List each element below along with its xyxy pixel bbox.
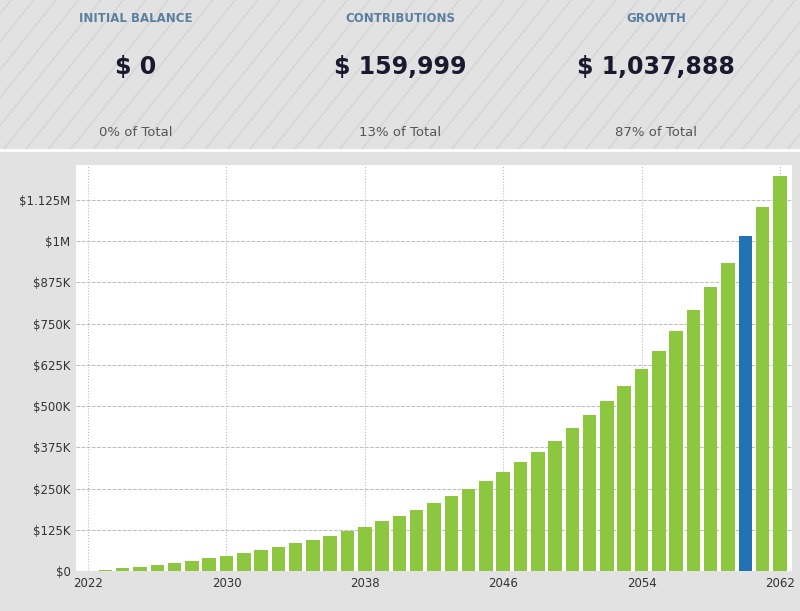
Bar xyxy=(548,441,562,571)
Bar xyxy=(202,558,216,571)
Bar xyxy=(272,547,285,571)
Bar xyxy=(756,207,770,571)
Bar xyxy=(341,532,354,571)
Bar xyxy=(185,561,198,571)
Text: 87% of Total: 87% of Total xyxy=(615,126,697,139)
Bar xyxy=(652,351,666,571)
Bar xyxy=(514,462,527,571)
Bar xyxy=(634,369,648,571)
Bar xyxy=(220,556,234,571)
Bar xyxy=(479,481,493,571)
Text: CONTRIBUTIONS: CONTRIBUTIONS xyxy=(345,12,455,25)
Bar xyxy=(566,428,579,571)
Bar xyxy=(289,543,302,571)
Bar xyxy=(410,510,423,571)
Bar xyxy=(618,386,631,571)
Bar xyxy=(150,565,164,571)
Bar xyxy=(738,236,752,571)
Bar xyxy=(600,401,614,571)
Bar xyxy=(497,472,510,571)
Text: $ 159,999: $ 159,999 xyxy=(334,56,466,79)
Bar xyxy=(704,287,718,571)
Bar xyxy=(323,536,337,571)
Text: GROWTH: GROWTH xyxy=(626,12,686,25)
Bar xyxy=(427,503,441,571)
Text: 13% of Total: 13% of Total xyxy=(359,126,441,139)
Bar xyxy=(375,521,389,571)
Bar xyxy=(670,331,683,571)
Bar xyxy=(134,566,146,571)
Bar xyxy=(168,563,182,571)
Bar xyxy=(583,415,596,571)
Text: 0% of Total: 0% of Total xyxy=(99,126,173,139)
Text: INITIAL BALANCE: INITIAL BALANCE xyxy=(79,12,193,25)
Bar xyxy=(686,310,700,571)
Bar xyxy=(773,175,786,571)
Bar xyxy=(237,553,250,571)
Bar xyxy=(358,527,371,571)
Bar xyxy=(254,550,268,571)
Text: $ 0: $ 0 xyxy=(115,56,157,79)
Bar xyxy=(116,568,130,571)
Bar xyxy=(462,489,475,571)
Text: $ 1,037,888: $ 1,037,888 xyxy=(577,56,735,79)
Bar xyxy=(722,263,734,571)
Bar xyxy=(306,540,320,571)
Bar xyxy=(98,570,112,571)
Bar xyxy=(445,497,458,571)
Bar xyxy=(393,516,406,571)
Bar xyxy=(531,452,545,571)
